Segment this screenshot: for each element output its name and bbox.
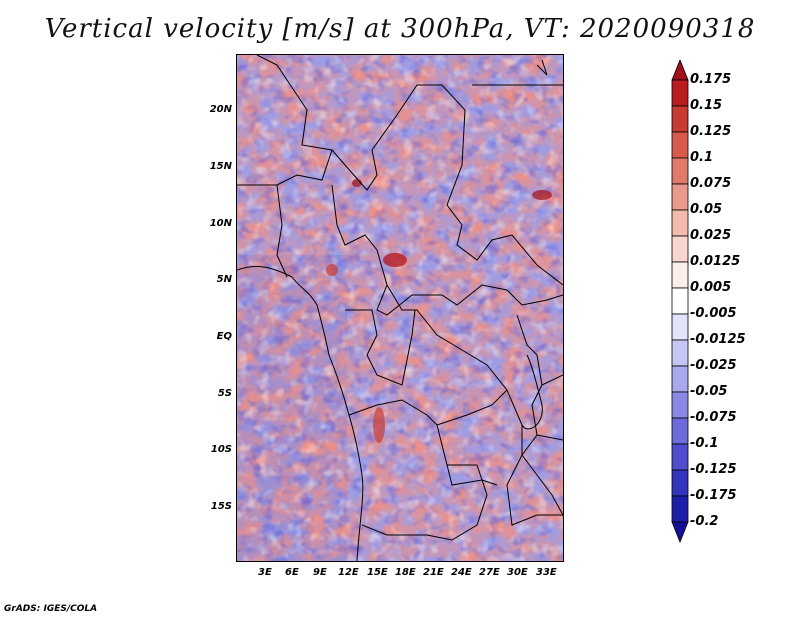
colorbar <box>671 60 689 544</box>
colorbar-tick-label: -0.05 <box>690 384 728 399</box>
colorbar-tick-label: 0.125 <box>690 124 732 139</box>
colorbar-tick-label: -0.005 <box>690 306 737 321</box>
colorbar-segment <box>671 235 689 263</box>
lon-tick-label: 27E <box>479 567 500 578</box>
colorbar-tick-label: -0.0125 <box>690 332 746 347</box>
colorbar-tick-label: 0.175 <box>690 72 732 87</box>
colorbar-segment <box>671 209 689 237</box>
colorbar-segment <box>671 287 689 315</box>
colorbar-tick-label: -0.175 <box>690 488 737 503</box>
colorbar-segment <box>671 313 689 341</box>
colorbar-segment <box>671 105 689 133</box>
lon-tick-label: 3E <box>258 567 272 578</box>
vertical-velocity-field <box>237 55 563 561</box>
lat-tick-label: 5S <box>217 388 232 399</box>
colorbar-tick-label: 0.0125 <box>690 254 741 269</box>
lat-tick-label: 10S <box>210 444 232 455</box>
colorbar-tick-label: 0.05 <box>690 202 723 217</box>
colorbar-segment <box>671 131 689 159</box>
colorbar-segment <box>671 443 689 471</box>
colorbar-segment <box>671 60 689 81</box>
lat-tick-label: 10N <box>209 218 232 229</box>
lon-tick-label: 30E <box>507 567 528 578</box>
colorbar-tick-label: 0.005 <box>690 280 732 295</box>
colorbar-tick-label: -0.025 <box>690 358 737 373</box>
colorbar-segment <box>671 339 689 367</box>
colorbar-segment <box>671 521 689 544</box>
grads-credit: GrADS: IGES/COLA <box>4 604 98 614</box>
colorbar-segment <box>671 79 689 107</box>
lat-tick-label: 15S <box>210 501 232 512</box>
lat-tick-label: EQ <box>216 331 232 342</box>
colorbar-tick-label: 0.075 <box>690 176 732 191</box>
lon-tick-label: 15E <box>367 567 388 578</box>
lon-tick-label: 9E <box>313 567 327 578</box>
lon-tick-label: 18E <box>395 567 416 578</box>
lon-tick-label: 12E <box>338 567 359 578</box>
lat-tick-label: 5N <box>216 274 232 285</box>
colorbar-segment <box>671 365 689 393</box>
colorbar-tick-label: -0.125 <box>690 462 737 477</box>
colorbar-tick-label: -0.1 <box>690 436 719 451</box>
colorbar-segment <box>671 469 689 497</box>
lon-tick-label: 6E <box>285 567 299 578</box>
map-title: Vertical velocity [m/s] at 300hPa, VT: 2… <box>44 14 756 44</box>
map-panel <box>236 54 564 562</box>
colorbar-tick-label: 0.1 <box>690 150 714 165</box>
colorbar-segment <box>671 261 689 289</box>
lon-tick-label: 33E <box>536 567 557 578</box>
lat-tick-label: 20N <box>209 104 232 115</box>
colorbar-segment <box>671 157 689 185</box>
colorbar-tick-label: -0.075 <box>690 410 737 425</box>
lon-tick-label: 24E <box>451 567 472 578</box>
colorbar-tick-label: -0.2 <box>690 514 719 529</box>
colorbar-segment <box>671 495 689 523</box>
colorbar-segment <box>671 391 689 419</box>
colorbar-segment <box>671 183 689 211</box>
lat-tick-label: 15N <box>209 161 232 172</box>
lon-tick-label: 21E <box>423 567 444 578</box>
colorbar-segment <box>671 417 689 445</box>
colorbar-tick-label: 0.025 <box>690 228 732 243</box>
colorbar-tick-label: 0.15 <box>690 98 723 113</box>
